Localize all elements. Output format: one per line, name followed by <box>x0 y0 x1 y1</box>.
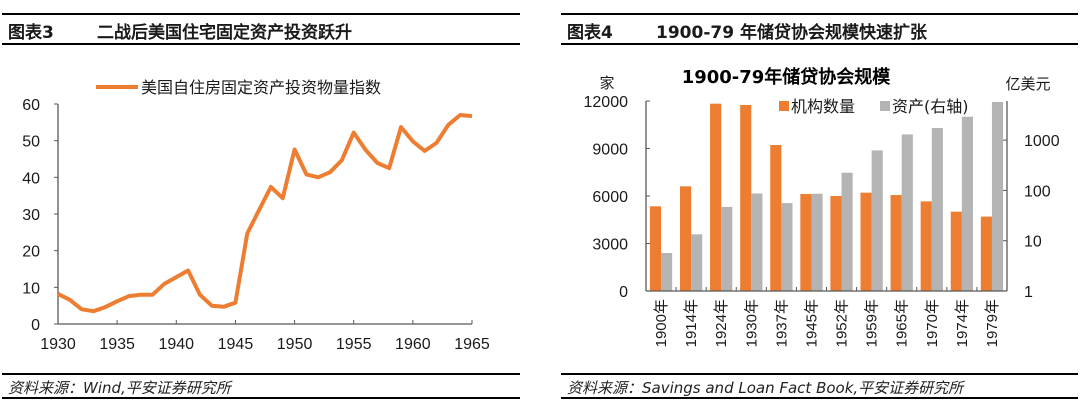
x-tick-label: 1970年 <box>924 299 941 347</box>
bar-count <box>710 103 722 291</box>
figure-number: 图表3 <box>8 23 54 43</box>
x-tick-label: 1959年 <box>864 299 881 347</box>
bar-assets <box>841 172 853 291</box>
footer-rule-bottom <box>2 397 520 399</box>
bar-count <box>740 104 752 291</box>
bar-count <box>950 211 962 291</box>
legend-swatch-assets <box>880 101 890 111</box>
source-note: 资料来源：Savings and Loan Fact Book,平安证券研究所 <box>567 379 964 397</box>
legend-label-count: 机构数量 <box>791 97 855 116</box>
bar-assets <box>991 101 1004 292</box>
bar-count <box>860 192 872 291</box>
left-y-tick-label: 0 <box>619 284 628 301</box>
bar-assets <box>661 252 673 291</box>
x-tick-label: 1924年 <box>713 299 730 347</box>
bar-assets <box>691 234 703 291</box>
left-y-tick-label: 3000 <box>592 237 628 254</box>
figure-3-panel: 图表3 二战后美国住宅固定资产投资跃升 0 10 20 30 40 50 60 1930 193… <box>2 0 520 407</box>
bar-assets <box>961 116 974 292</box>
bar-assets <box>931 128 943 291</box>
y-tick-label: 60 <box>22 97 40 114</box>
x-tick-label: 1945 <box>218 336 254 353</box>
left-y-tick-label: 9000 <box>592 142 628 159</box>
header-rule-bottom <box>2 43 520 45</box>
y-tick-label: 50 <box>22 134 40 151</box>
legend-label: 美国自住房固定资产投资物量指数 <box>141 78 381 97</box>
left-axis-unit: 家 <box>599 74 614 92</box>
bar-count <box>679 186 692 291</box>
bar-count <box>920 201 932 291</box>
right-y-tick-label: 1000 <box>1024 133 1060 150</box>
header-rule-bottom <box>561 43 1078 45</box>
bar-assets <box>811 193 823 291</box>
source-note: 资料来源：Wind,平安证券研究所 <box>8 379 231 397</box>
bar-count <box>800 193 812 291</box>
y-tick-label: 40 <box>22 170 40 187</box>
header-rule-top <box>561 13 1078 15</box>
chart-axes: 1900年 1914年 1924年 1930年 1937年 1945年 1952年 1959年… <box>584 94 1060 347</box>
left-y-tick-label: 6000 <box>592 189 628 206</box>
left-y-tick-label: 12000 <box>584 94 629 111</box>
x-tick-label: 1960 <box>395 336 431 353</box>
right-y-tick-label: 10 <box>1024 234 1042 251</box>
x-tick-label: 1900年 <box>653 299 670 347</box>
series-group <box>57 113 473 314</box>
bar-assets <box>721 206 733 291</box>
right-y-tick-label: 100 <box>1024 183 1051 200</box>
x-tick-label: 1974年 <box>954 299 971 347</box>
right-y-tick-label: 1 <box>1024 284 1033 301</box>
y-tick-label: 30 <box>22 207 40 224</box>
footer-rule-bottom <box>561 397 1078 399</box>
right-axis-unit: 亿美元 <box>1005 75 1050 93</box>
x-tick-label: 1914年 <box>683 299 700 347</box>
x-tick-label: 1965年 <box>894 299 911 347</box>
bar-count <box>770 145 782 291</box>
y-tick-label: 0 <box>31 317 40 334</box>
figure-4-panel: 图表4 1900-79 年储贷协会规模快速扩张 1900-79年储贷协会规模 家… <box>561 0 1078 407</box>
bar-chart: 1900-79年储贷协会规模 家 亿美元 1900年 1914年 1924年 1930… <box>584 66 1060 347</box>
figure-number: 图表4 <box>567 23 613 43</box>
x-tick-label: 1965 <box>454 336 490 353</box>
y-tick-label: 20 <box>22 244 40 261</box>
bar-count <box>830 196 842 291</box>
chart-title: 1900-79年储贷协会规模 <box>682 66 892 88</box>
bar-count <box>890 195 902 291</box>
bar-assets <box>751 193 763 291</box>
legend-label-assets: 资产(右轴) <box>892 97 969 116</box>
x-tick-label: 1930 <box>40 336 76 353</box>
header-rule-top <box>2 13 520 15</box>
figure-title: 二战后美国住宅固定资产投资跃升 <box>97 23 352 43</box>
x-tick-label: 1940 <box>158 336 194 353</box>
legend: 美国自住房固定资产投资物量指数 <box>96 78 381 97</box>
footer-rule-top <box>2 373 520 375</box>
bar-count <box>980 216 992 291</box>
series-line <box>57 113 473 314</box>
footer-rule-top <box>561 373 1078 375</box>
x-tick-label: 1930年 <box>743 299 760 347</box>
bar-assets <box>781 203 793 291</box>
x-tick-label: 1952年 <box>834 299 851 347</box>
bar-assets <box>871 150 883 291</box>
x-tick-label: 1945年 <box>803 299 820 347</box>
x-tick-label: 1950 <box>277 336 313 353</box>
figure-title: 1900-79 年储贷协会规模快速扩张 <box>656 23 927 43</box>
chart-axes: 0 10 20 30 40 50 60 1930 1935 1940 1945 1950 1955 196… <box>22 97 490 353</box>
y-tick-label: 10 <box>22 280 40 297</box>
line-chart: 0 10 20 30 40 50 60 1930 1935 1940 1945 1950 1955 196… <box>22 78 490 353</box>
bar-count <box>649 206 662 291</box>
x-tick-label: 1937年 <box>773 299 790 347</box>
x-tick-label: 1955 <box>336 336 372 353</box>
x-tick-label: 1935 <box>99 336 135 353</box>
bar-assets <box>901 134 913 291</box>
x-tick-label: 1979年 <box>984 299 1001 347</box>
legend-swatch-count <box>779 101 789 111</box>
legend: 机构数量 资产(右轴) <box>779 97 969 116</box>
bars-group <box>649 101 1004 292</box>
